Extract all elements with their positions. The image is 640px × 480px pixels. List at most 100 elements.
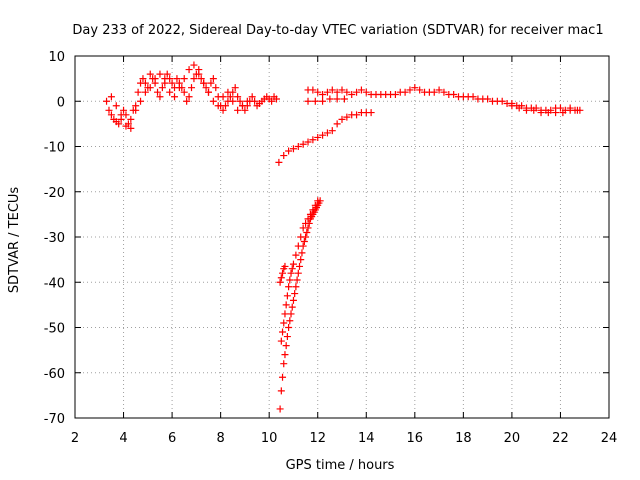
data-point	[219, 93, 227, 101]
data-point	[544, 109, 552, 117]
data-point	[107, 93, 115, 101]
data-point	[214, 102, 222, 110]
data-point	[224, 88, 232, 96]
series-early-arc	[105, 66, 280, 128]
data-point	[291, 290, 299, 298]
data-point	[238, 102, 246, 110]
data-point	[279, 269, 287, 277]
data-point	[234, 93, 242, 101]
x-tick-label: 22	[552, 431, 569, 446]
data-point	[285, 324, 293, 331]
data-point	[314, 197, 322, 205]
data-point	[272, 95, 280, 103]
data-point	[105, 106, 113, 114]
data-point	[319, 97, 327, 105]
data-point	[241, 106, 249, 114]
data-point	[498, 97, 506, 105]
x-tick-labels: 2 4 6 8 10 12 14 16 18 20 22 24	[71, 431, 617, 446]
data-point	[163, 70, 171, 78]
y-axis-label: SDTVAR / TECUs	[7, 187, 22, 294]
series-steep-arc-b	[277, 197, 322, 345]
data-point	[289, 296, 297, 304]
data-point	[296, 262, 304, 270]
data-point	[406, 86, 414, 94]
data-point	[277, 274, 285, 282]
data-point	[515, 104, 523, 112]
series-early-arc-b	[103, 61, 251, 132]
x-tick-label: 4	[119, 431, 127, 446]
data-point	[180, 75, 188, 83]
data-point	[185, 66, 193, 74]
data-point	[288, 303, 296, 311]
data-point	[286, 317, 294, 325]
data-point	[292, 283, 300, 291]
data-point	[522, 106, 530, 114]
data-point	[280, 360, 288, 368]
data-point	[294, 269, 302, 277]
y-tick-label: -20	[44, 186, 65, 201]
data-point	[280, 152, 288, 160]
y-tick-label: -40	[44, 276, 65, 291]
data-point	[362, 88, 370, 96]
data-point	[107, 111, 115, 119]
data-point	[304, 97, 312, 105]
data-point	[279, 328, 287, 336]
data-point	[333, 88, 341, 96]
data-point	[333, 120, 341, 128]
data-point	[286, 276, 294, 284]
data-point	[158, 84, 166, 92]
data-point	[338, 115, 346, 123]
data-points	[103, 61, 584, 413]
data-point	[326, 95, 334, 103]
x-tick-label: 24	[601, 431, 618, 446]
data-point	[566, 106, 574, 114]
data-point	[234, 106, 242, 114]
data-point	[357, 86, 365, 94]
data-point	[391, 90, 399, 98]
data-point	[556, 104, 564, 112]
data-point	[168, 79, 176, 87]
data-point	[285, 283, 293, 291]
y-tick-label: -30	[44, 231, 65, 246]
data-point	[115, 120, 123, 128]
data-point	[154, 88, 162, 96]
data-point	[328, 127, 336, 135]
axis-ticks	[74, 55, 610, 419]
data-point	[202, 84, 210, 92]
data-point	[219, 106, 227, 114]
data-point	[277, 337, 285, 345]
data-point	[190, 75, 198, 83]
data-point	[120, 106, 128, 114]
data-point	[288, 265, 296, 273]
data-point	[353, 88, 361, 96]
data-point	[205, 88, 212, 96]
data-point	[304, 215, 312, 223]
y-tick-label: -50	[44, 322, 65, 337]
data-point	[171, 93, 179, 101]
x-tick-label: 6	[168, 431, 176, 446]
data-point	[132, 106, 140, 114]
data-point	[559, 109, 567, 117]
data-point	[209, 97, 217, 105]
data-point	[137, 97, 145, 105]
data-point	[314, 88, 322, 96]
data-point	[299, 140, 307, 148]
data-point	[231, 84, 239, 92]
data-point	[251, 97, 259, 105]
data-point	[311, 97, 319, 105]
data-point	[282, 301, 290, 309]
data-point	[243, 97, 251, 105]
data-point	[293, 276, 301, 284]
data-point	[275, 158, 283, 166]
data-point	[302, 219, 310, 227]
data-point	[309, 86, 317, 94]
data-point	[287, 310, 295, 318]
data-point	[401, 88, 409, 96]
data-point	[229, 97, 237, 105]
data-point	[328, 86, 336, 94]
data-point	[285, 147, 293, 155]
y-tick-label: 0	[57, 95, 65, 110]
data-point	[117, 111, 125, 119]
data-point	[306, 210, 314, 218]
data-point	[180, 88, 188, 96]
